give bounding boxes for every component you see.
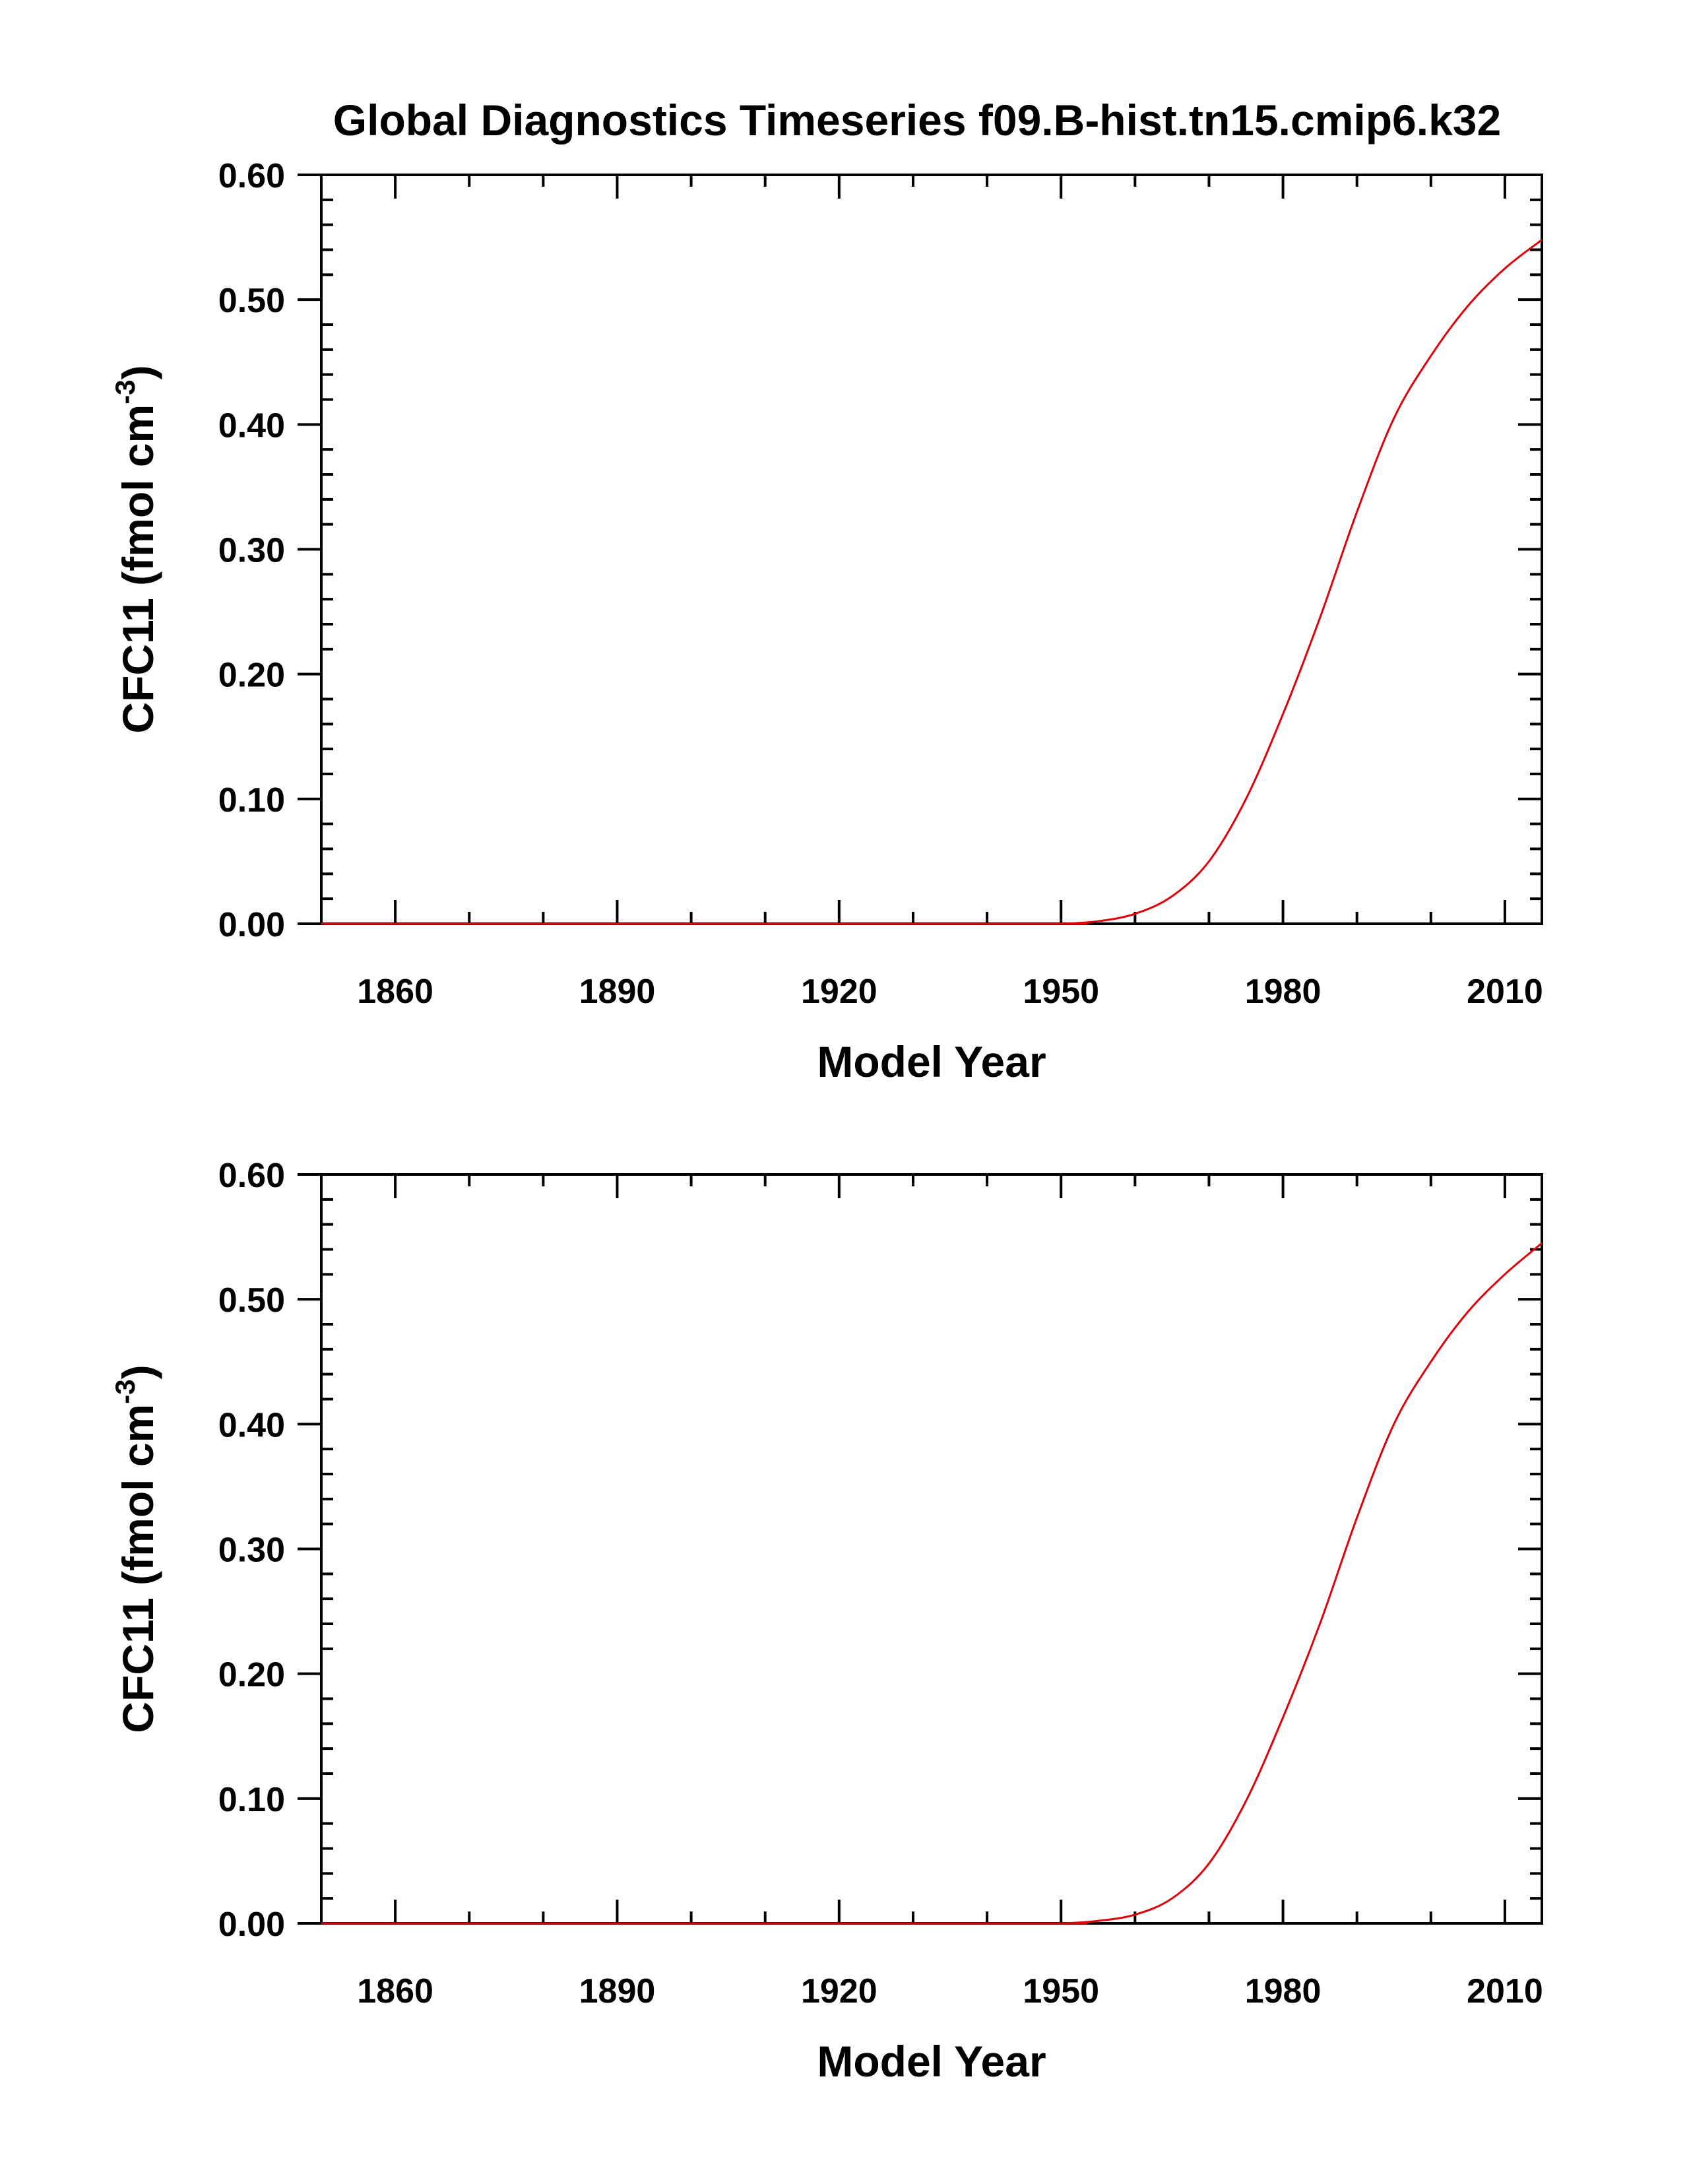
y-tick-label: 0.40 [218, 1406, 285, 1444]
x-axis-title: Model Year [817, 1037, 1046, 1086]
y-tick-label: 0.00 [218, 906, 285, 944]
y-tick-label: 0.60 [218, 1157, 285, 1195]
y-tick-label: 0.30 [218, 1531, 285, 1570]
x-tick-label: 1950 [1023, 1972, 1099, 2010]
x-tick-label: 2010 [1467, 973, 1543, 1011]
y-axis-title-close: ) [113, 1365, 162, 1379]
y-tick-label: 0.50 [218, 282, 285, 320]
y-tick-label: 0.20 [218, 1656, 285, 1694]
x-axis-title: Model Year [817, 2037, 1046, 2086]
y-axis-title-main: CFC11 (fmol cm [113, 1404, 162, 1733]
y-tick-label: 0.00 [218, 1906, 285, 1944]
y-tick-label: 0.50 [218, 1281, 285, 1320]
plot-frame [320, 174, 1543, 925]
x-tick-label: 1980 [1245, 973, 1322, 1011]
x-tick-label: 2010 [1467, 1972, 1543, 2010]
series-line-cfc11 [321, 1242, 1543, 1925]
y-tick-label: 0.20 [218, 657, 285, 695]
y-tick-label: 0.40 [218, 406, 285, 445]
y-axis-title-superscript: -3 [110, 1379, 141, 1403]
x-tick-label: 1890 [579, 973, 656, 1011]
x-tick-label: 1950 [1023, 973, 1099, 1011]
x-tick-label: 1860 [357, 1972, 433, 2010]
y-tick-label: 0.10 [218, 781, 285, 819]
y-axis-title-superscript: -3 [110, 379, 141, 404]
y-tick-label: 0.60 [218, 157, 285, 195]
plot-bottom: 1860 1890 1920 1950 1980 2010 0.00 0.10 0.20 0.30… [110, 1157, 1543, 2086]
x-tick-label: 1920 [801, 973, 877, 1011]
y-axis-title: CFC11 (fmol cm-3) [110, 365, 162, 733]
y-axis-title: CFC11 (fmol cm-3) [110, 1365, 162, 1733]
y-axis-title-main: CFC11 (fmol cm [113, 404, 162, 734]
x-tick-label: 1980 [1245, 1972, 1322, 2010]
plot-top: 1860 1890 1920 1950 1980 2010 0.00 0.10 0.20 0.30… [110, 157, 1543, 1086]
y-tick-label: 0.30 [218, 532, 285, 570]
figure-title: Global Diagnostics Timeseries f09.B-hist… [333, 96, 1501, 145]
y-axis-title-close: ) [113, 365, 162, 379]
x-tick-label: 1860 [357, 973, 433, 1011]
series-line-cfc11 [321, 239, 1543, 925]
y-tick-label: 0.10 [218, 1781, 285, 1819]
x-tick-label: 1890 [579, 1972, 656, 2010]
x-tick-label: 1920 [801, 1972, 877, 2010]
plot-frame [320, 1173, 1543, 1925]
